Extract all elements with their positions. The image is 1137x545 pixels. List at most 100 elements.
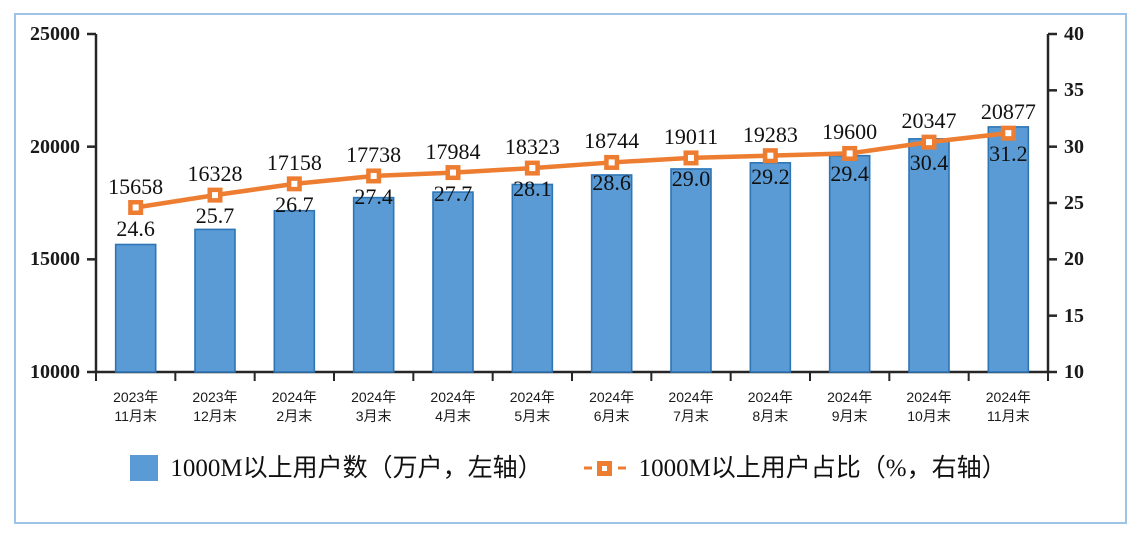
legend-item-bar-series[interactable]: 1000M以上用户数（万户，左轴） bbox=[130, 454, 543, 482]
line-value-label: 24.6 bbox=[116, 215, 155, 241]
category-label-month: 8月末 bbox=[752, 407, 789, 424]
right-axis-tick-label: 25 bbox=[1064, 192, 1084, 214]
category-label-year: 2024年 bbox=[747, 389, 793, 405]
line-value-label: 29.0 bbox=[671, 165, 711, 191]
category-label-year: 2024年 bbox=[985, 389, 1031, 405]
category-axis-label: 2023年 12月末 bbox=[170, 388, 260, 426]
line-marker-center bbox=[529, 165, 536, 172]
category-axis-label: 2024年 2月末 bbox=[249, 388, 339, 426]
bar-value-label: 18323 bbox=[504, 134, 560, 160]
right-axis-tick-label: 35 bbox=[1064, 79, 1084, 102]
line-marker-center bbox=[846, 150, 853, 157]
right-axis-tick-label: 10 bbox=[1064, 361, 1084, 383]
category-label-month: 2月末 bbox=[276, 407, 313, 424]
legend-label-line-series: 1000M以上用户占比（%，右轴） bbox=[638, 454, 1007, 482]
category-label-month: 4月末 bbox=[435, 407, 471, 424]
line-value-label: 26.7 bbox=[275, 191, 314, 217]
legend-item-line-series[interactable]: 1000M以上用户占比（%，右轴） bbox=[583, 456, 1007, 481]
right-axis-tick-label: 20 bbox=[1064, 248, 1084, 271]
bar-value-label: 19011 bbox=[663, 123, 719, 149]
category-label-month: 12月末 bbox=[193, 407, 237, 424]
category-label-month: 7月末 bbox=[673, 407, 709, 424]
line-value-label: 28.1 bbox=[513, 176, 552, 202]
bar[interactable] bbox=[670, 168, 712, 373]
legend-line-marker-icon bbox=[583, 457, 627, 479]
category-label-month: 6月末 bbox=[593, 407, 630, 424]
category-label-year: 2024年 bbox=[351, 389, 397, 405]
line-value-label: 29.2 bbox=[751, 163, 790, 189]
category-label-month: 3月末 bbox=[355, 407, 392, 424]
bar[interactable] bbox=[352, 196, 395, 373]
bar[interactable] bbox=[828, 154, 871, 373]
line-marker-center bbox=[212, 192, 218, 199]
category-label-year: 2024年 bbox=[827, 389, 873, 405]
category-axis-label: 2024年 6月末 bbox=[567, 388, 657, 426]
category-label-month: 11月末 bbox=[114, 407, 157, 424]
bar[interactable] bbox=[511, 183, 554, 373]
category-axis-label: 2024年 11月末 bbox=[963, 388, 1053, 426]
bar[interactable] bbox=[749, 162, 792, 373]
category-label-month: 10月末 bbox=[907, 407, 951, 424]
line-marker-center bbox=[767, 152, 774, 159]
legend-bar-swatch-icon bbox=[130, 455, 159, 481]
bar[interactable] bbox=[273, 209, 316, 373]
line-value-label: 28.6 bbox=[592, 170, 631, 196]
bar-value-label: 20877 bbox=[980, 99, 1036, 125]
line-series-path bbox=[133, 130, 1011, 210]
bar[interactable] bbox=[194, 228, 236, 373]
line-marker-center bbox=[1005, 130, 1012, 137]
right-axis-tick-label: 40 bbox=[1064, 23, 1084, 45]
category-label-month: 11月末 bbox=[987, 407, 1030, 424]
bar[interactable] bbox=[908, 138, 950, 373]
bar[interactable] bbox=[432, 191, 474, 373]
category-label-month: 9月末 bbox=[831, 407, 868, 424]
line-marker-center bbox=[450, 169, 456, 176]
category-label-year: 2024年 bbox=[668, 389, 714, 405]
bar[interactable] bbox=[590, 174, 633, 373]
bar-value-label: 17158 bbox=[266, 149, 322, 175]
bar-value-label: 17984 bbox=[425, 138, 481, 164]
bar-value-label: 19600 bbox=[822, 119, 878, 145]
bar-value-label: 20347 bbox=[901, 108, 957, 134]
category-axis-label: 2024年 7月末 bbox=[646, 388, 736, 426]
category-label-month: 5月末 bbox=[514, 407, 551, 424]
line-value-label: 29.4 bbox=[830, 161, 869, 187]
line-marker-center bbox=[926, 139, 932, 146]
left-axis-tick-label: 25000 bbox=[30, 23, 80, 45]
bar-value-label: 17738 bbox=[346, 141, 402, 167]
line-marker-center bbox=[291, 180, 298, 187]
category-axis-label: 2024年 4月末 bbox=[408, 388, 498, 426]
category-label-year: 2024年 bbox=[906, 389, 952, 405]
category-label-year: 2024年 bbox=[271, 389, 317, 405]
left-axis-tick-label: 10000 bbox=[30, 361, 80, 383]
bar-value-label: 19283 bbox=[742, 121, 798, 147]
right-axis-tick-label: 30 bbox=[1064, 135, 1084, 158]
bar-value-label: 15658 bbox=[108, 173, 164, 199]
chart-legend: 1000M以上用户数（万户，左轴） 1000M以上用户占比（%，右轴） bbox=[0, 455, 1137, 481]
category-label-year: 2023年 bbox=[192, 389, 238, 405]
category-axis-label: 2023年 11月末 bbox=[91, 388, 181, 426]
right-axis-tick-label: 15 bbox=[1064, 304, 1084, 327]
category-label-year: 2024年 bbox=[430, 389, 476, 405]
category-axis-label: 2024年 10月末 bbox=[884, 388, 974, 426]
line-value-label: 25.7 bbox=[195, 203, 235, 229]
legend-label-bar-series: 1000M以上用户数（万户，左轴） bbox=[170, 454, 543, 482]
bar[interactable] bbox=[987, 126, 1030, 373]
line-marker-center bbox=[688, 154, 694, 161]
left-axis-tick-label: 20000 bbox=[30, 135, 80, 158]
category-label-year: 2024年 bbox=[509, 389, 555, 405]
bar-value-label: 18744 bbox=[584, 128, 640, 154]
bar[interactable] bbox=[114, 243, 157, 373]
category-axis-label: 2024年 8月末 bbox=[725, 388, 815, 426]
bar-value-label: 16328 bbox=[187, 161, 243, 187]
line-value-label: 27.4 bbox=[354, 183, 393, 209]
category-label-year: 2024年 bbox=[589, 389, 635, 405]
line-marker-center bbox=[132, 204, 139, 211]
line-value-label: 27.7 bbox=[433, 180, 473, 206]
category-axis-label: 2024年 3月末 bbox=[329, 388, 419, 426]
category-axis-label: 2024年 9月末 bbox=[805, 388, 895, 426]
category-axis-label: 2024年 5月末 bbox=[487, 388, 577, 426]
line-marker-center bbox=[608, 159, 615, 166]
